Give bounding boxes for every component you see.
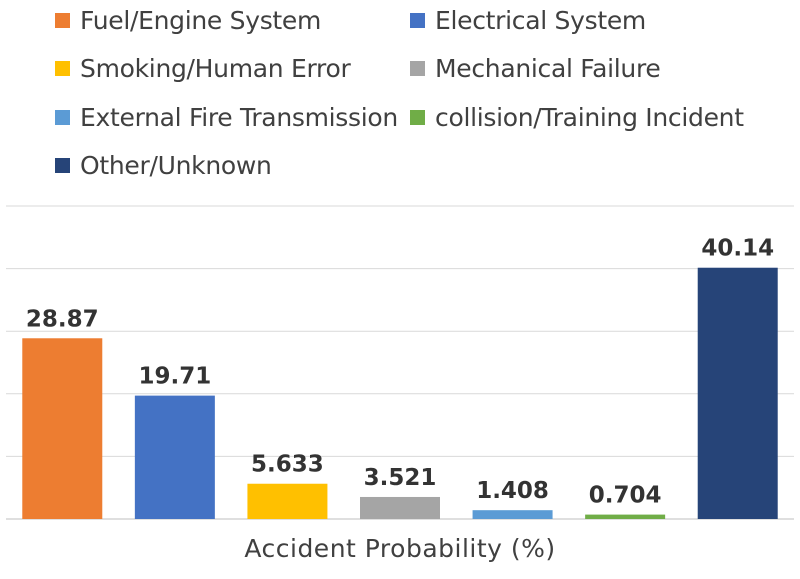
legend-label: Electrical System: [435, 6, 646, 35]
legend-label: collision/Training Incident: [435, 103, 744, 132]
legend-item: Mechanical Failure: [410, 54, 661, 83]
bar: [697, 267, 778, 519]
bar: [585, 514, 666, 519]
legend-swatch: [410, 13, 425, 28]
legend-label: Smoking/Human Error: [80, 54, 351, 83]
legend-swatch: [410, 110, 425, 125]
legend-item: collision/Training Incident: [410, 103, 744, 132]
data-label: 5.633: [251, 452, 324, 478]
legend-item: Fuel/Engine System: [55, 6, 321, 35]
x-axis-title: Accident Probability (%): [244, 534, 556, 563]
data-label: 40.14: [701, 236, 774, 262]
legend-label: Fuel/Engine System: [80, 6, 322, 35]
data-label: 0.704: [589, 483, 662, 509]
legend-label: External Fire Transmission: [80, 103, 398, 132]
legend: Fuel/Engine System Electrical System Smoki…: [0, 0, 800, 200]
legend-item: Electrical System: [410, 6, 646, 35]
data-label: 1.408: [476, 478, 549, 504]
bar: [472, 510, 553, 519]
legend-item: Other/Unknown: [55, 151, 272, 180]
data-label: 3.521: [364, 465, 437, 491]
legend-item: External Fire Transmission: [55, 103, 398, 132]
legend-label: Mechanical Failure: [435, 54, 661, 83]
data-label: 19.71: [138, 364, 211, 390]
legend-item: Smoking/Human Error: [55, 54, 351, 83]
legend-swatch: [55, 110, 70, 125]
legend-swatch: [55, 61, 70, 76]
legend-label: Other/Unknown: [80, 151, 272, 180]
legend-swatch: [55, 13, 70, 28]
legend-swatch: [55, 158, 70, 173]
bar: [247, 483, 328, 519]
bar: [360, 496, 440, 519]
legend-swatch: [410, 61, 425, 76]
bar: [22, 338, 103, 519]
data-label: 28.87: [26, 306, 99, 332]
bar: [134, 395, 215, 519]
